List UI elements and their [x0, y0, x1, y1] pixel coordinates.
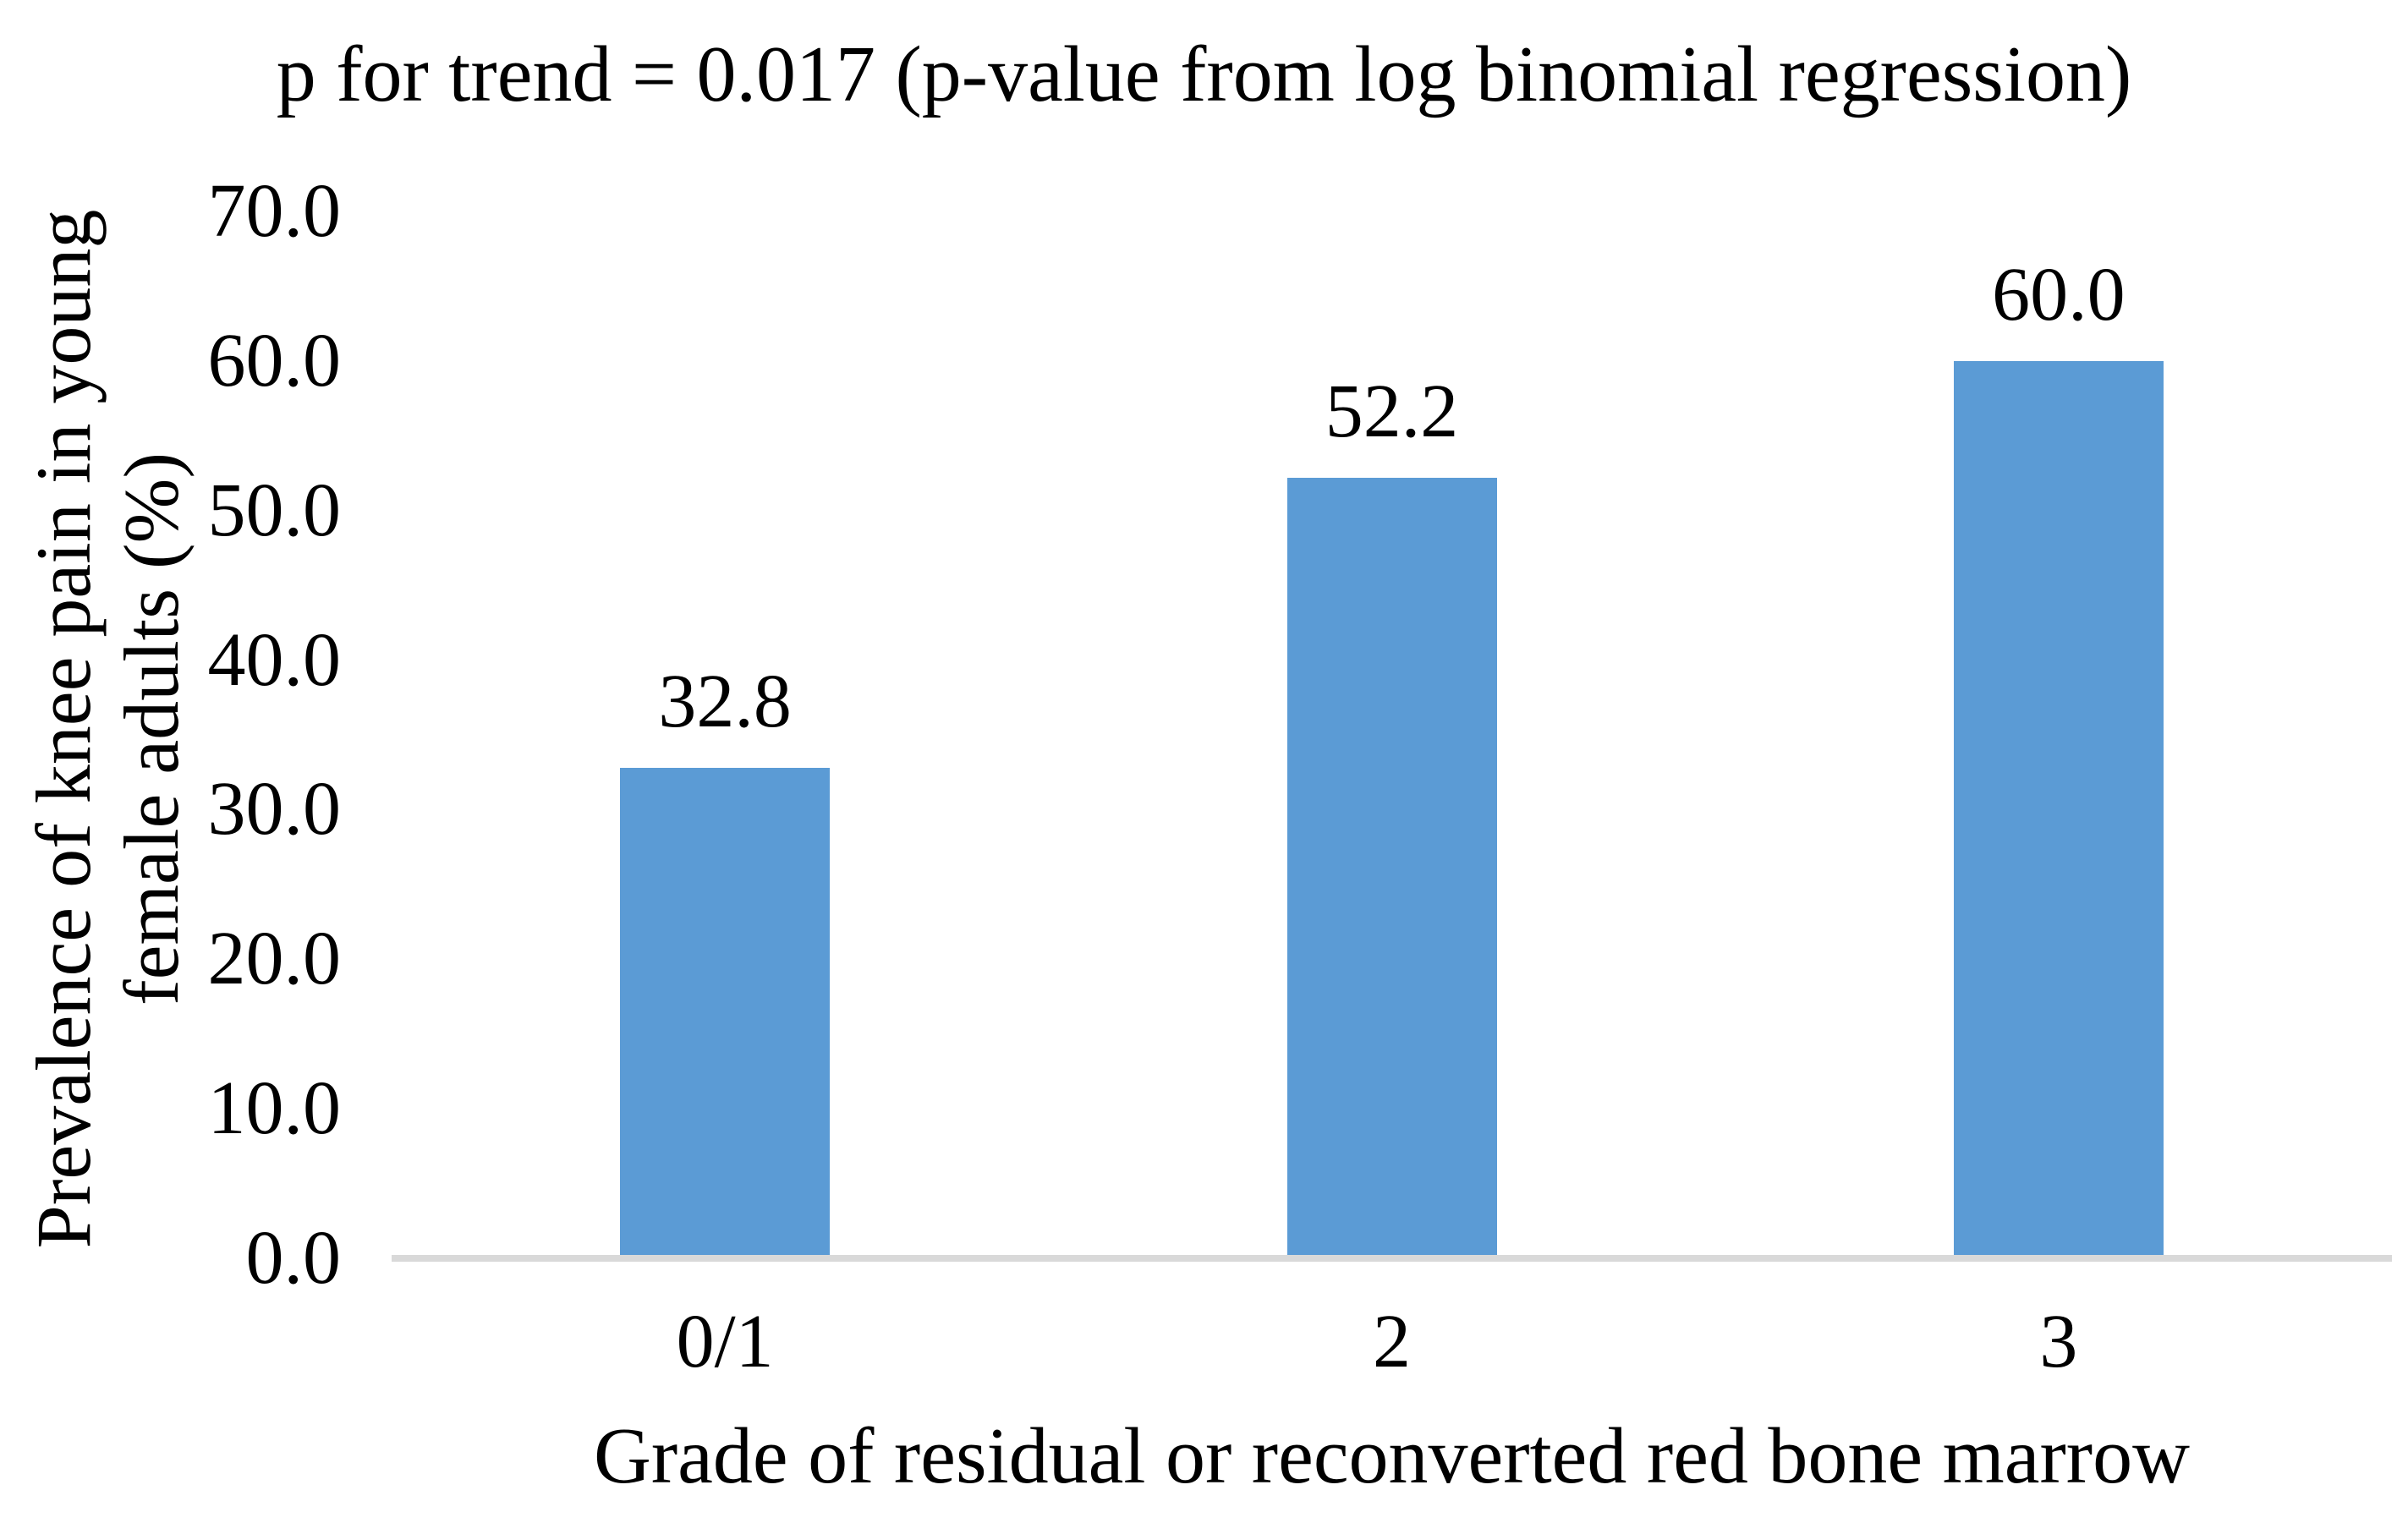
y-tick-label-10: 10.0 — [207, 1066, 342, 1151]
y-tick-label-0: 0.0 — [245, 1216, 342, 1300]
bar-grade-3 — [1953, 360, 2164, 1255]
y-tick-label-70: 70.0 — [207, 169, 342, 253]
y-tick-label-40: 40.0 — [207, 617, 342, 702]
x-tick-label-grade-3: 3 — [2039, 1300, 2078, 1383]
x-axis-line — [392, 1255, 2392, 1262]
y-axis-title-line1: Prevalence of knee pain in young — [20, 209, 107, 1249]
chart-title: p for trend = 0.017 (p-value from log bi… — [276, 30, 2132, 118]
bar-value-label-grade-0-1: 32.8 — [658, 659, 792, 743]
y-tick-label-60: 60.0 — [207, 318, 342, 403]
bar-value-label-grade-3: 60.0 — [1992, 252, 2126, 337]
x-tick-label-grade-0-1: 0/1 — [676, 1300, 774, 1383]
x-tick-label-grade-2: 2 — [1373, 1300, 1411, 1383]
x-axis-title: Grade of residual or reconverted red bon… — [594, 1412, 2190, 1500]
plot-area: 32.8 52.2 60.0 — [392, 211, 2392, 1255]
y-tick-label-30: 30.0 — [207, 767, 342, 852]
bar-grade-0-1 — [620, 767, 831, 1255]
y-tick-label-50: 50.0 — [207, 468, 342, 552]
y-tick-label-20: 20.0 — [207, 917, 342, 1001]
bar-grade-2 — [1286, 477, 1497, 1255]
y-axis-title-line2: female adults (%) — [108, 452, 195, 1005]
y-axis-title: Prevalence of knee pain in young female … — [20, 10, 196, 1448]
bar-value-label-grade-2: 52.2 — [1325, 369, 1459, 453]
